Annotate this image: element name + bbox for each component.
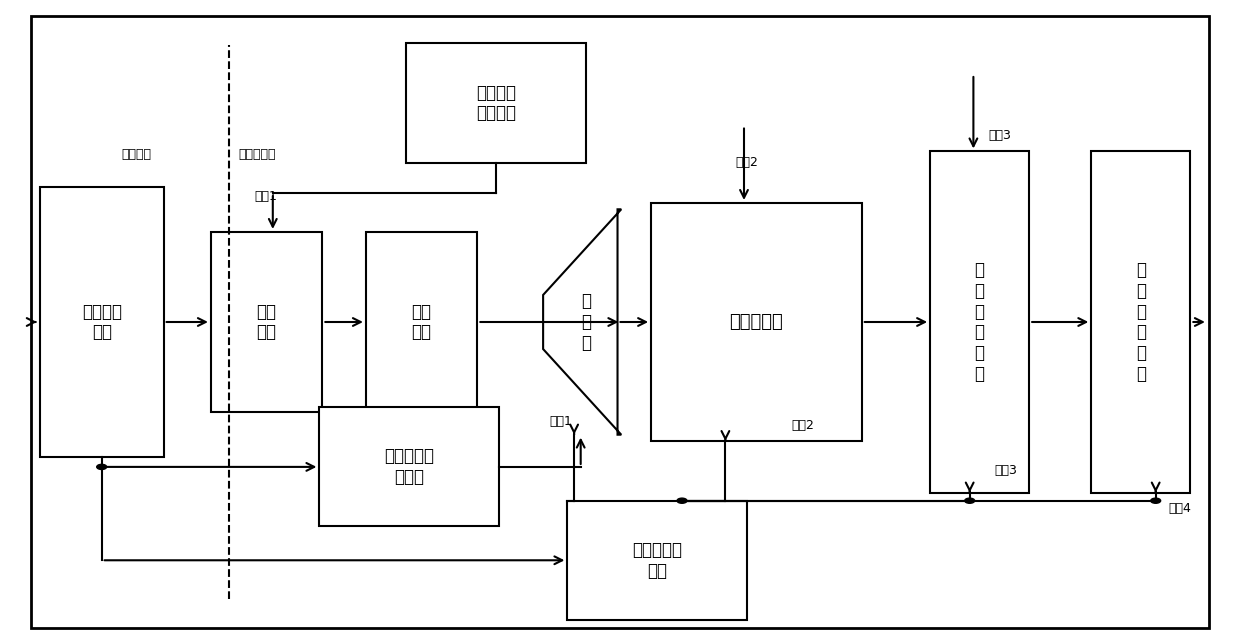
FancyBboxPatch shape xyxy=(320,407,498,527)
FancyBboxPatch shape xyxy=(40,187,164,457)
Text: 行缓
冲器: 行缓 冲器 xyxy=(257,303,277,341)
Text: 控制4: 控制4 xyxy=(1168,502,1190,515)
Text: 选
择
器: 选 择 器 xyxy=(582,292,591,352)
FancyBboxPatch shape xyxy=(31,16,1209,628)
Text: 控制1: 控制1 xyxy=(549,415,572,428)
Polygon shape xyxy=(543,209,621,435)
Circle shape xyxy=(97,464,107,469)
Text: 控制3: 控制3 xyxy=(994,464,1017,477)
Circle shape xyxy=(677,498,687,504)
Text: 输入时钟: 输入时钟 xyxy=(122,148,151,161)
Text: 解压缩模块: 解压缩模块 xyxy=(729,313,784,331)
FancyBboxPatch shape xyxy=(407,44,587,163)
FancyBboxPatch shape xyxy=(211,232,322,412)
Text: 帧缓
冲器: 帧缓 冲器 xyxy=(412,303,432,341)
Circle shape xyxy=(1151,498,1161,504)
FancyBboxPatch shape xyxy=(568,501,746,620)
FancyBboxPatch shape xyxy=(930,151,1029,493)
Text: 时钟1: 时钟1 xyxy=(254,190,277,203)
Text: 输
出
封
装
模
块: 输 出 封 装 模 块 xyxy=(1136,261,1146,383)
Text: 控制参数寄
存器: 控制参数寄 存器 xyxy=(632,541,682,580)
Text: 图像参数集
寄存器: 图像参数集 寄存器 xyxy=(384,448,434,486)
Text: 输入解封
模块: 输入解封 模块 xyxy=(82,303,122,341)
Circle shape xyxy=(965,498,975,504)
FancyBboxPatch shape xyxy=(1091,151,1190,493)
Text: 输出时钟域: 输出时钟域 xyxy=(238,148,275,161)
Text: 数
据
合
并
模
块: 数 据 合 并 模 块 xyxy=(975,261,985,383)
FancyBboxPatch shape xyxy=(366,232,477,412)
Text: 时钟2: 时钟2 xyxy=(735,156,758,169)
Text: 输出时钟
生成模块: 输出时钟 生成模块 xyxy=(476,84,516,122)
FancyBboxPatch shape xyxy=(651,203,862,441)
Text: 时钟3: 时钟3 xyxy=(988,129,1011,142)
Text: 控制2: 控制2 xyxy=(791,419,813,431)
